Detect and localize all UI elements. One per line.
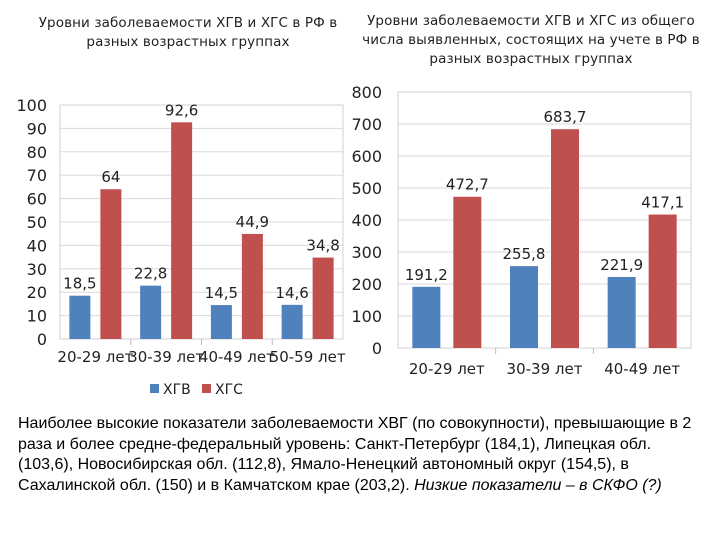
left-y-tick-label: 40 xyxy=(27,236,47,255)
right-category-label: 20-29 лет xyxy=(409,360,485,378)
left-y-tick-label: 80 xyxy=(27,143,47,162)
left-bar-hbv xyxy=(69,295,91,339)
left-bar-hcv xyxy=(312,257,334,339)
right-data-label: 255,8 xyxy=(503,245,546,263)
right-y-tick-label: 300 xyxy=(351,243,382,262)
right-y-tick-label: 400 xyxy=(351,211,382,230)
right-data-label: 221,9 xyxy=(600,256,643,274)
chart-left-title: Уровни заболеваемости ХГВ и ХГС в РФ в р… xyxy=(38,15,338,50)
summary-italic-text: Низкие показатели – в СКФО (?) xyxy=(414,476,662,494)
chart-right-title: Уровни заболеваемости ХГВ и ХГС из общег… xyxy=(362,13,700,67)
right-data-label: 472,7 xyxy=(446,176,489,194)
left-data-label: 18,5 xyxy=(63,275,96,293)
left-bar-hcv xyxy=(171,122,193,339)
left-category-label: 20-29 лет xyxy=(57,348,133,366)
left-data-label: 34,8 xyxy=(306,237,339,255)
right-bar-hcv xyxy=(453,196,482,348)
left-y-tick-label: 70 xyxy=(27,166,47,185)
legend-label-hcv: ХГС xyxy=(215,382,243,398)
right-y-tick-label: 800 xyxy=(351,83,382,102)
left-data-label: 92,6 xyxy=(165,101,198,119)
right-y-tick-label: 100 xyxy=(351,307,382,326)
left-category-label: 50-59 лет xyxy=(270,348,346,366)
left-data-label: 22,8 xyxy=(134,265,167,283)
left-data-label: 64 xyxy=(101,168,120,186)
left-y-tick-label: 60 xyxy=(27,190,47,209)
left-y-tick-label: 10 xyxy=(27,307,47,326)
left-data-label: 44,9 xyxy=(236,213,269,231)
left-y-tick-label: 100 xyxy=(16,96,47,115)
left-y-tick-label: 30 xyxy=(27,260,47,279)
right-bar-hbv xyxy=(412,286,441,348)
bottom-summary-text: Наиболее высокие показатели заболеваемос… xyxy=(18,414,708,496)
right-y-tick-label: 600 xyxy=(351,147,382,166)
summary-main-text: Наиболее высокие показатели заболеваемос… xyxy=(18,415,692,494)
right-plot-area xyxy=(397,91,692,349)
left-bar-hbv xyxy=(210,305,232,339)
legend-swatch-hbv xyxy=(150,384,159,393)
right-bar-hcv xyxy=(648,214,677,348)
left-y-tick-label: 20 xyxy=(27,283,47,302)
left-data-label: 14,5 xyxy=(205,284,238,302)
left-category-label: 30-39 лет xyxy=(128,348,204,366)
right-bar-hcv xyxy=(551,129,579,348)
left-bar-hcv xyxy=(241,233,263,339)
left-y-tick-label: 50 xyxy=(27,213,47,232)
right-bar-hbv xyxy=(607,276,636,348)
right-y-tick-label: 700 xyxy=(351,115,382,134)
right-category-label: 40-49 лет xyxy=(604,360,680,378)
left-y-tick-label: 0 xyxy=(37,330,47,349)
right-y-tick-label: 0 xyxy=(372,339,382,358)
right-y-tick-label: 200 xyxy=(351,275,382,294)
left-category-label: 40-49 лет xyxy=(199,348,275,366)
right-bar-hbv xyxy=(510,266,538,348)
left-bar-hcv xyxy=(100,189,122,339)
right-data-label: 417,1 xyxy=(641,194,684,212)
right-data-label: 683,7 xyxy=(544,108,587,126)
left-bar-hbv xyxy=(140,285,162,339)
left-legend: ХГВ ХГС xyxy=(150,382,243,398)
left-bar-hbv xyxy=(281,304,303,339)
legend-swatch-hcv xyxy=(202,384,211,393)
right-y-tick-label: 500 xyxy=(351,179,382,198)
right-data-label: 191,2 xyxy=(405,266,448,284)
right-category-label: 30-39 лет xyxy=(507,360,583,378)
left-data-label: 14,6 xyxy=(275,284,308,302)
legend-label-hbv: ХГВ xyxy=(163,382,191,398)
left-y-tick-label: 90 xyxy=(27,119,47,138)
